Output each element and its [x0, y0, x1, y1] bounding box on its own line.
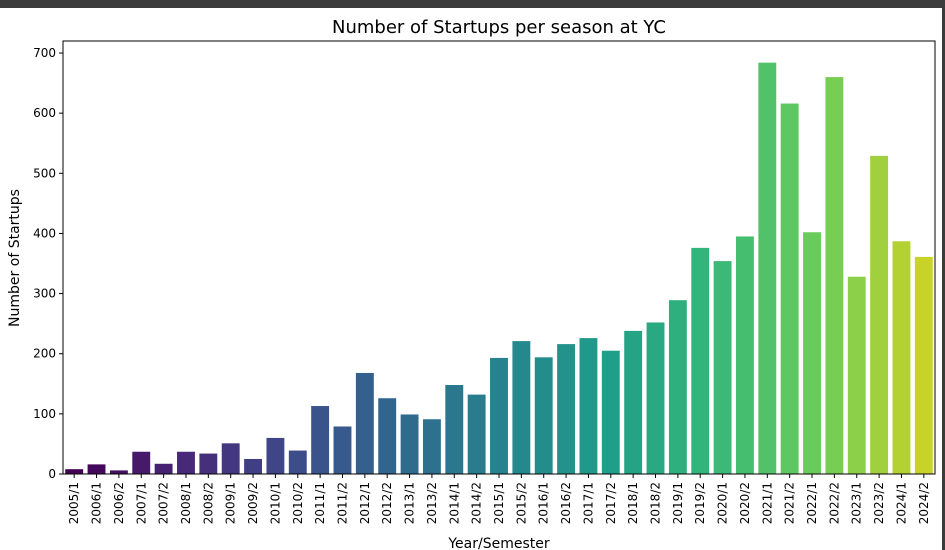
- x-tick-label: 2006/2: [112, 482, 126, 524]
- window-right-edge: [942, 8, 945, 550]
- x-tick-label: 2024/1: [894, 482, 908, 524]
- x-tick-label: 2012/2: [380, 482, 394, 524]
- x-tick-label: 2014/2: [470, 482, 484, 524]
- bar-2009-2: [244, 458, 262, 474]
- bar-2008-1: [177, 451, 195, 474]
- x-tick-label: 2017/2: [604, 482, 618, 524]
- x-axis-title: Year/Semester: [447, 536, 550, 550]
- bar-2006-1: [87, 464, 106, 474]
- bar-2013-1: [400, 414, 419, 474]
- x-tick-label: 2019/2: [693, 482, 707, 524]
- x-tick-label: 2021/1: [760, 482, 774, 524]
- x-tick-label: 2019/1: [671, 482, 685, 524]
- bar-2011-1: [311, 406, 330, 474]
- chart-title: Number of Startups per season at YC: [332, 17, 666, 38]
- bar-2006-2: [109, 470, 128, 474]
- y-tick-label: 100: [33, 407, 56, 421]
- y-tick-label: 200: [33, 347, 56, 361]
- bar-2019-1: [668, 300, 687, 474]
- bar-2023-2: [870, 155, 889, 474]
- bar-2021-1: [758, 62, 777, 475]
- y-axis-title: Number of Startups: [7, 189, 23, 327]
- x-tick-label: 2018/1: [626, 482, 640, 524]
- x-tick-label: 2009/2: [246, 482, 260, 524]
- x-tick-label: 2013/2: [425, 482, 439, 524]
- x-tick-label: 2008/1: [179, 482, 193, 524]
- y-tick-label: 300: [33, 287, 56, 301]
- x-tick-label: 2020/2: [738, 482, 752, 524]
- x-tick-label: 2024/2: [917, 482, 931, 524]
- window-top-bar: [0, 0, 945, 8]
- bar-2016-2: [557, 344, 576, 474]
- bar-2005-1: [65, 469, 84, 474]
- bar-2018-2: [646, 322, 665, 474]
- x-tick-label: 2022/2: [827, 482, 841, 524]
- x-tick-label: 2022/1: [805, 482, 819, 524]
- bar-2014-2: [467, 394, 486, 474]
- x-tick-label: 2012/1: [358, 482, 372, 524]
- y-tick-label: 600: [33, 106, 56, 120]
- bar-2019-2: [691, 247, 710, 474]
- x-tick-label: 2018/2: [649, 482, 663, 524]
- bar-2022-1: [803, 232, 821, 474]
- x-tick-label: 2009/1: [224, 482, 238, 524]
- x-tick-label: 2016/1: [537, 482, 551, 524]
- y-tick-label: 700: [33, 46, 56, 60]
- bar-2024-1: [892, 241, 911, 474]
- x-tick-label: 2021/2: [783, 482, 797, 524]
- x-tick-label: 2013/1: [403, 482, 417, 524]
- x-tick-label: 2014/1: [447, 482, 461, 524]
- x-tick-label: 2023/2: [872, 482, 886, 524]
- bar-2010-2: [288, 450, 307, 474]
- x-tick-label: 2006/1: [90, 482, 104, 524]
- bar-2022-2: [825, 77, 844, 474]
- bar-2008-2: [199, 453, 218, 474]
- x-tick-label: 2015/1: [492, 482, 506, 524]
- bar-2015-1: [490, 357, 508, 474]
- bar-2024-2: [914, 256, 933, 474]
- bar-2014-1: [445, 384, 464, 474]
- x-tick-label: 2016/2: [559, 482, 573, 524]
- y-tick-label: 0: [48, 467, 56, 481]
- y-tick-label: 500: [33, 166, 56, 180]
- x-tick-label: 2007/1: [134, 482, 148, 524]
- bar-2017-2: [601, 350, 620, 474]
- x-tick-label: 2005/1: [67, 482, 81, 524]
- x-tick-label: 2010/1: [268, 482, 282, 524]
- bar-2009-1: [221, 443, 240, 474]
- bar-2020-1: [713, 261, 732, 474]
- bar-2010-1: [266, 437, 285, 474]
- x-tick-label: 2010/2: [291, 482, 305, 524]
- bar-2012-1: [355, 372, 374, 474]
- bar-2018-1: [624, 330, 643, 474]
- x-tick-label: 2023/1: [850, 482, 864, 524]
- bar-2013-2: [422, 419, 441, 474]
- x-tick-label: 2011/1: [313, 482, 327, 524]
- x-tick-label: 2017/1: [581, 482, 595, 524]
- bar-2017-1: [579, 338, 598, 474]
- bar-2021-2: [780, 103, 799, 474]
- bar-2020-2: [736, 236, 754, 474]
- plot-frame: [62, 40, 936, 475]
- bar-2023-1: [847, 276, 866, 474]
- x-tick-label: 2008/2: [201, 482, 215, 524]
- bar-2011-2: [333, 426, 352, 474]
- x-tick-label: 2015/2: [514, 482, 528, 524]
- bar-2015-2: [512, 341, 531, 474]
- bar-2012-2: [378, 398, 397, 474]
- x-tick-label: 2011/2: [335, 482, 349, 524]
- x-tick-label: 2020/1: [716, 482, 730, 524]
- bar-2007-2: [154, 463, 173, 474]
- x-tick-label: 2007/2: [157, 482, 171, 524]
- bar-2007-1: [132, 451, 151, 474]
- bar-2016-1: [534, 357, 553, 474]
- y-tick-label: 400: [33, 226, 56, 240]
